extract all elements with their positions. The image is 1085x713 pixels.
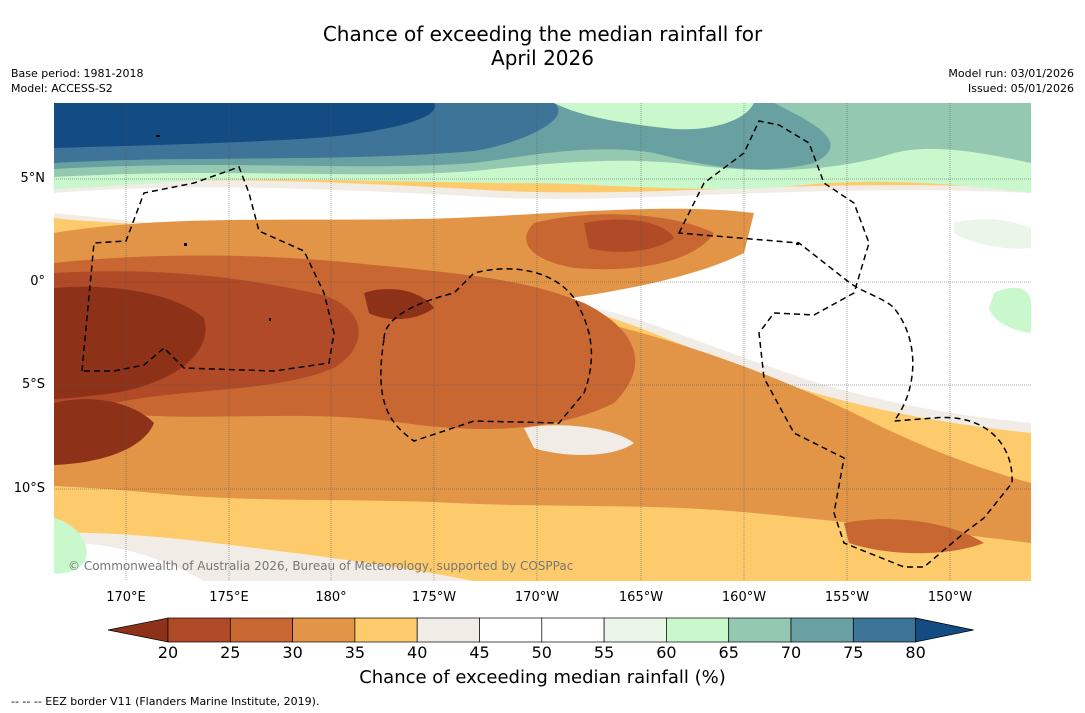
colorbar [107,617,978,647]
graticule [54,103,1031,581]
colorbar-segment [354,617,418,643]
colorbar-segment [728,617,792,643]
rainfall-map [54,103,1031,581]
base-period: Base period: 1981-2018 [11,67,144,80]
colorbar-tick-label: 40 [407,643,428,662]
colorbar-segment [416,617,480,643]
dry-zone-20-south [54,399,154,465]
neutral-patch-south [524,425,634,455]
dry-spot [364,288,434,320]
light-green-patch [954,219,1031,249]
colorbar-tick-label: 30 [282,643,303,662]
meta-left: Base period: 1981-2018 Model: ACCESS-S2 [11,66,143,96]
lon-label-170w: 170°W [514,590,560,605]
eez-borders [81,120,1013,568]
lon-label-175e: 175°E [209,590,249,605]
colorbar-segment [541,617,605,643]
colorbar-segment [167,617,231,643]
lon-label-165w: 165°W [618,590,664,605]
colorbar-tick-label: 45 [469,643,490,662]
islands [156,135,799,321]
model-run: Model run: 03/01/2026 [948,67,1074,80]
colorbar-segment [229,617,293,643]
colorbar-segment [292,617,356,643]
title-line-1: Chance of exceeding the median rainfall … [322,22,763,46]
lon-label-170e: 170°E [106,590,146,605]
title-line-2: April 2026 [491,46,594,70]
dry-zone-20 [54,286,206,399]
colorbar-arrow-high [915,617,974,643]
colorbar-tick-label: 80 [905,643,926,662]
colorbar-label: Chance of exceeding median rainfall (%) [359,667,726,688]
colorbar-segment [666,617,730,643]
lat-label-5s: 5°S [21,377,45,392]
dry-patch-equator-core [584,219,674,252]
colorbar-tick-label: 35 [344,643,366,662]
lon-label-175w: 175°W [411,590,457,605]
model-name: Model: ACCESS-S2 [11,82,113,95]
colorbar-segment [790,617,854,643]
neutral-white-band [54,187,1031,423]
green-patch [989,287,1031,333]
lat-label-0: 0° [30,274,45,289]
map-title: Chance of exceeding the median rainfall … [0,22,1085,70]
colorbar-segment [603,617,667,643]
lon-label-150w: 150°W [927,590,973,605]
colorbar-tick-label: 50 [531,643,552,662]
colorbar-tick-label: 65 [718,643,739,662]
dry-patch-se [844,519,984,554]
colorbar-arrow-low [107,617,169,643]
lon-label-180: 180° [315,590,347,605]
wet-band-max [54,103,436,148]
lon-label-160w: 160°W [721,590,767,605]
colorbar-svg [107,617,974,643]
colorbar-segment [852,617,916,643]
colorbar-tick-label: 70 [780,643,802,662]
copyright-notice: © Commonwealth of Australia 2026, Bureau… [68,559,574,573]
colorbar-tick-label: 60 [656,643,677,662]
colorbar-tick-label: 20 [157,643,179,662]
lat-label-5n: 5°N [20,171,46,186]
colorbar-tick-label: 75 [843,643,864,662]
lon-label-155w: 155°W [824,590,870,605]
issued-date: Issued: 05/01/2026 [967,82,1074,95]
colorbar-segment [479,617,543,643]
eez-footnote: -- -- -- EEZ border V11 (Flanders Marine… [11,695,320,708]
south-edge-white [54,542,204,581]
south-green-patch [54,518,87,574]
colorbar-tick-label: 55 [593,643,615,662]
lat-label-10s: 10°S [13,481,45,496]
colorbar-tick-label: 25 [220,643,241,662]
wet-patch-north [554,103,754,130]
map-canvas [54,103,1031,581]
meta-right: Model run: 03/01/2026 Issued: 05/01/2026 [948,66,1074,96]
